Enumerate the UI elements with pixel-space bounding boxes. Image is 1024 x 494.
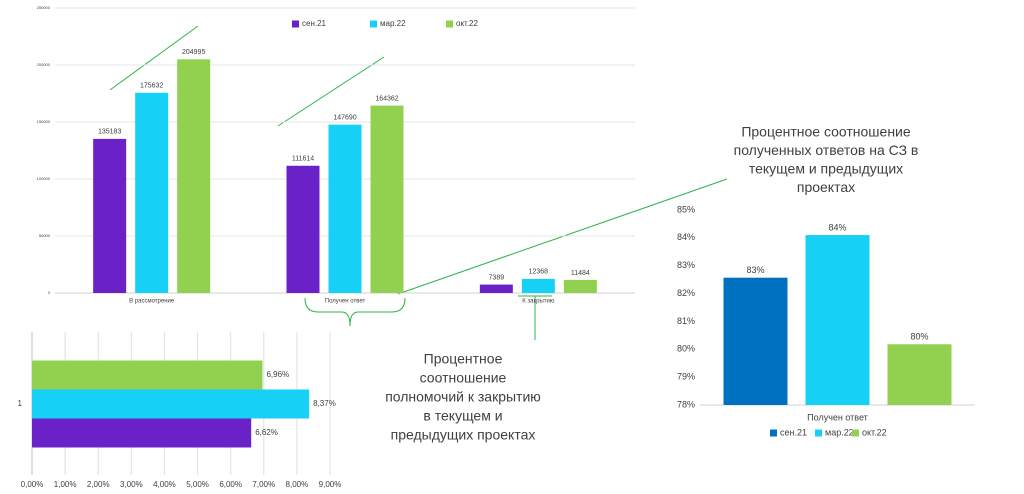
bar [887,344,952,405]
legend-swatch [852,429,859,437]
bar [370,105,404,293]
bar [286,165,320,293]
chart-title: предыдущих проектах [391,427,536,443]
chart-title: текущем и предыдущих [749,161,903,177]
bar [563,279,597,293]
bar [32,360,263,390]
y-tick-label: 84% [677,232,695,242]
bar [32,418,252,448]
value-label: 204995 [182,49,205,56]
x-tick-label: 3,00% [120,480,143,489]
bar [93,138,127,293]
x-tick-label: К закрытию [522,299,555,305]
x-tick-label: 5,00% [186,480,209,489]
y-tick-label: 250000 [37,5,51,10]
chart-title: полномочий к закрытию [385,389,541,405]
x-tick-label: 7,00% [252,480,275,489]
value-label: 7389 [489,274,505,281]
legend-swatch [770,429,777,437]
legend-label: окт.22 [862,427,887,437]
brace [518,295,552,340]
y-tick-label: 0 [48,290,51,295]
x-tick-label: 0,00% [21,480,44,489]
x-tick-label: 2,00% [87,480,110,489]
y-tick-label: 200000 [37,62,51,67]
y-tick-label: 85% [677,204,695,214]
legend-label: окт.22 [456,19,478,28]
legend-label: сен.21 [780,427,807,437]
legend-swatch [446,20,453,28]
chart-title: Процентное [424,351,503,367]
x-tick-label: 8,00% [286,480,309,489]
y-tick-label: 150000 [37,119,51,124]
value-label: 80% [910,332,928,342]
chart-title: полученных ответов на СЗ в [734,142,919,158]
legend-swatch [815,429,822,437]
legend-label: сен.21 [302,19,327,28]
y-tick-label: 79% [677,372,695,382]
y-tick-label: 81% [677,316,695,326]
value-label: 164362 [375,95,398,102]
chart-title: Процентное соотношение [741,124,911,140]
value-label: 147690 [333,114,356,121]
bar [479,284,513,293]
chart-title: соотношение [420,370,507,386]
trend-arrow [109,25,199,91]
trend-arrow [277,56,385,127]
y-tick-label: 83% [677,260,695,270]
bar [177,59,211,294]
bar [328,124,362,294]
x-tick-label: 4,00% [153,480,176,489]
legend-label: мар.22 [380,19,406,28]
bar [723,277,788,405]
value-label: 8,37% [313,399,336,408]
value-label: 83% [746,265,764,275]
value-label: 6,62% [255,428,278,437]
value-label: 12368 [529,269,549,276]
legend-label: мар.22 [825,427,854,437]
x-tick-label: Получен ответ [807,412,868,422]
legend-swatch [292,20,299,28]
y-tick-label: 80% [677,344,695,354]
value-label: 175632 [140,83,163,90]
legend-swatch [370,20,377,28]
x-tick-label: 1,00% [54,480,77,489]
value-label: 6,96% [266,370,289,379]
y-tick-label: 50000 [39,233,51,238]
y-tick-label: 1 [18,399,23,408]
chart-title: в текущем и [423,408,502,424]
bar [805,235,870,405]
value-label: 84% [828,222,846,232]
chart-title: проектах [797,179,855,195]
bar [521,278,555,293]
y-tick-label: 82% [677,288,695,298]
y-tick-label: 100000 [37,176,51,181]
value-label: 111614 [292,156,314,163]
value-label: 11484 [571,270,590,277]
y-tick-label: 78% [677,399,695,409]
brace [304,297,406,327]
x-tick-label: 9,00% [319,480,342,489]
x-tick-label: 6,00% [219,480,242,489]
bar [135,92,169,294]
x-tick-label: В рассмотрение [129,299,175,305]
x-tick-label: Получен ответ [325,299,366,305]
value-label: 135183 [98,129,121,136]
bar [32,389,310,419]
